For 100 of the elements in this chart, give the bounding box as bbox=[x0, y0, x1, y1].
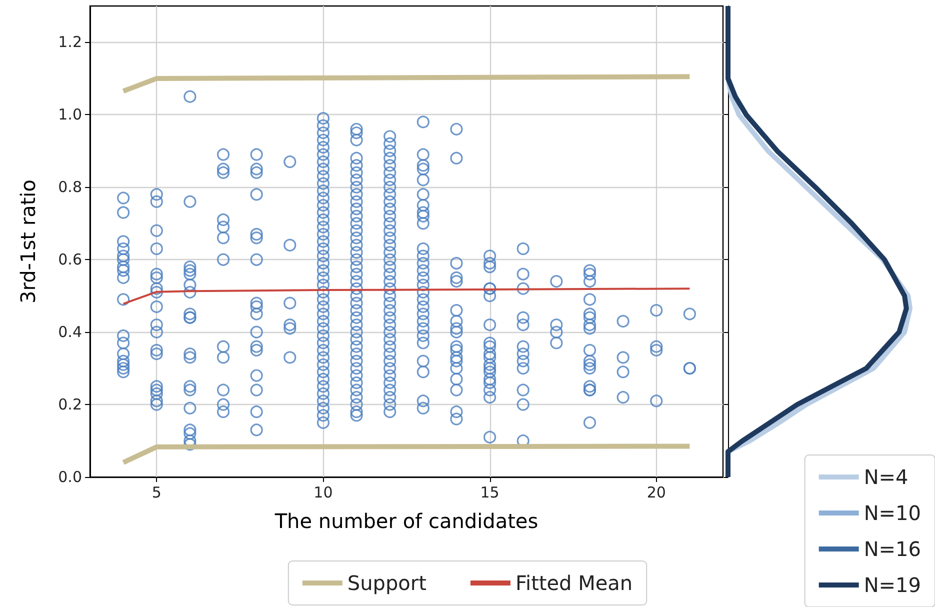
point bbox=[650, 394, 663, 408]
point bbox=[316, 198, 330, 212]
point bbox=[216, 148, 230, 161]
point bbox=[450, 344, 463, 356]
legend-label: N=19 bbox=[864, 573, 922, 597]
point bbox=[184, 90, 196, 103]
point bbox=[216, 398, 230, 411]
point bbox=[416, 256, 430, 270]
point bbox=[316, 286, 330, 299]
point bbox=[583, 322, 596, 335]
point bbox=[250, 405, 263, 418]
point bbox=[384, 166, 396, 179]
point bbox=[350, 188, 363, 201]
point bbox=[216, 253, 230, 266]
point bbox=[416, 188, 430, 201]
y-tick-label: 1.2 bbox=[58, 33, 82, 52]
point bbox=[250, 424, 263, 436]
point bbox=[350, 340, 363, 353]
point bbox=[316, 394, 330, 408]
point bbox=[117, 242, 130, 256]
x-tick-label: 20 bbox=[646, 484, 666, 502]
point bbox=[616, 314, 630, 328]
point bbox=[350, 318, 363, 332]
point bbox=[284, 351, 296, 364]
point bbox=[384, 348, 396, 360]
point bbox=[150, 195, 163, 208]
point bbox=[284, 322, 296, 335]
point bbox=[384, 333, 396, 346]
point bbox=[350, 159, 363, 172]
point bbox=[583, 293, 596, 306]
point bbox=[184, 286, 196, 299]
point bbox=[516, 398, 530, 411]
point bbox=[150, 398, 163, 411]
point bbox=[484, 351, 496, 364]
point bbox=[117, 336, 130, 350]
point bbox=[416, 271, 430, 284]
point bbox=[350, 409, 363, 422]
point bbox=[484, 340, 496, 353]
point bbox=[416, 242, 430, 256]
point bbox=[384, 195, 396, 208]
point bbox=[316, 112, 330, 125]
point bbox=[350, 304, 363, 317]
point bbox=[384, 188, 396, 201]
point bbox=[416, 250, 430, 262]
point bbox=[250, 296, 263, 310]
point bbox=[150, 242, 163, 256]
point bbox=[117, 206, 130, 219]
point bbox=[416, 210, 430, 222]
point bbox=[250, 340, 263, 353]
point bbox=[450, 271, 463, 284]
point bbox=[384, 326, 396, 338]
point bbox=[583, 344, 596, 356]
point bbox=[316, 141, 330, 154]
point bbox=[216, 384, 230, 396]
point bbox=[316, 228, 330, 241]
point bbox=[150, 271, 163, 284]
point bbox=[384, 238, 396, 252]
point bbox=[284, 155, 296, 168]
point bbox=[583, 354, 596, 368]
point bbox=[516, 311, 530, 324]
point bbox=[316, 387, 330, 400]
point bbox=[416, 264, 430, 277]
point bbox=[316, 358, 330, 371]
point bbox=[117, 260, 130, 274]
point bbox=[316, 372, 330, 386]
y-tick-label: 0.8 bbox=[58, 178, 82, 196]
point bbox=[450, 152, 463, 164]
point bbox=[250, 308, 263, 320]
point bbox=[416, 308, 430, 320]
point bbox=[350, 260, 363, 274]
point bbox=[384, 290, 396, 302]
point bbox=[484, 362, 496, 375]
point bbox=[450, 304, 463, 317]
point bbox=[350, 180, 363, 194]
point bbox=[683, 308, 696, 320]
line-series bbox=[122, 288, 691, 305]
point bbox=[416, 402, 430, 414]
point bbox=[516, 340, 530, 353]
point bbox=[384, 268, 396, 280]
point bbox=[484, 372, 496, 386]
point bbox=[117, 362, 130, 375]
point bbox=[316, 155, 330, 168]
point bbox=[150, 344, 163, 356]
point bbox=[316, 256, 330, 270]
point bbox=[184, 427, 196, 440]
point bbox=[350, 326, 363, 338]
point bbox=[316, 402, 330, 414]
point bbox=[416, 174, 430, 186]
point bbox=[550, 275, 563, 288]
point bbox=[316, 329, 330, 342]
point bbox=[117, 354, 130, 368]
point bbox=[184, 424, 196, 436]
point bbox=[350, 296, 363, 310]
point bbox=[350, 126, 363, 140]
point bbox=[350, 275, 363, 288]
point bbox=[250, 253, 263, 266]
point bbox=[550, 326, 563, 338]
point bbox=[350, 210, 363, 222]
point bbox=[484, 384, 496, 396]
point bbox=[384, 354, 396, 368]
